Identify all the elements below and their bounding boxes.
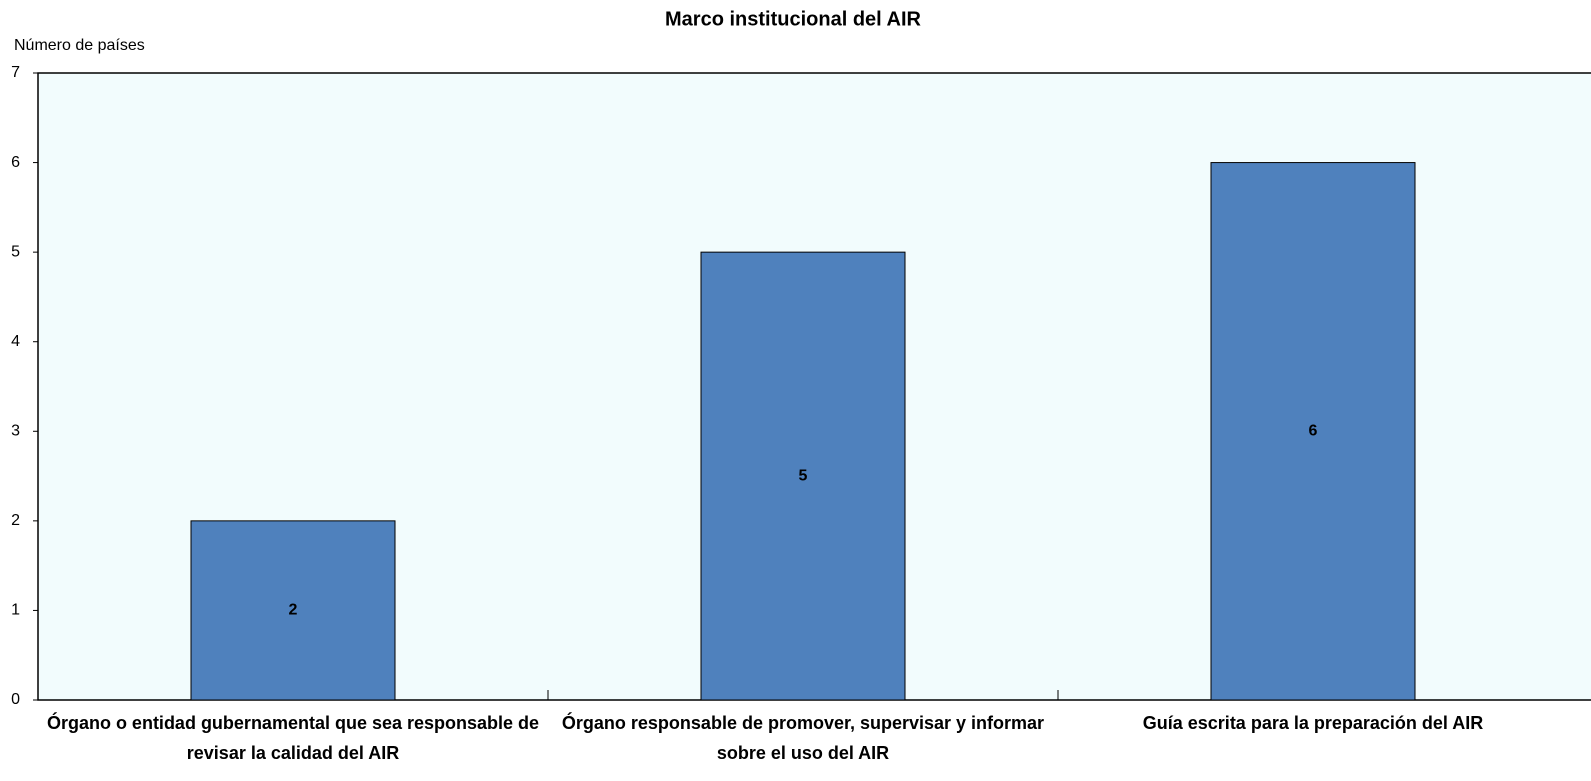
bar bbox=[1210, 162, 1416, 701]
y-tick-label: 1 bbox=[11, 602, 20, 619]
y-tick-label: 2 bbox=[11, 512, 20, 529]
y-tick-label: 6 bbox=[11, 154, 20, 171]
y-tick-label: 4 bbox=[11, 333, 20, 350]
y-axis-label: Número de países bbox=[14, 37, 145, 54]
data-label: 2 bbox=[289, 602, 298, 619]
bar bbox=[190, 520, 396, 701]
bar bbox=[700, 251, 906, 701]
x-tick-label: Órgano responsable de promover, supervis… bbox=[561, 713, 1045, 763]
x-tick-label: Guía escrita para la preparación del AIR bbox=[1142, 713, 1484, 733]
data-label: 6 bbox=[1309, 423, 1318, 440]
y-tick-label: 7 bbox=[11, 64, 20, 81]
data-label: 5 bbox=[799, 467, 808, 484]
y-tick-label: 5 bbox=[11, 243, 20, 260]
chart-title: Marco institucional del AIR bbox=[665, 8, 922, 30]
x-tick-label: Órgano o entidad gubernamental que sea r… bbox=[46, 713, 540, 763]
y-tick-label: 3 bbox=[11, 423, 20, 440]
y-tick-label: 0 bbox=[11, 691, 20, 708]
